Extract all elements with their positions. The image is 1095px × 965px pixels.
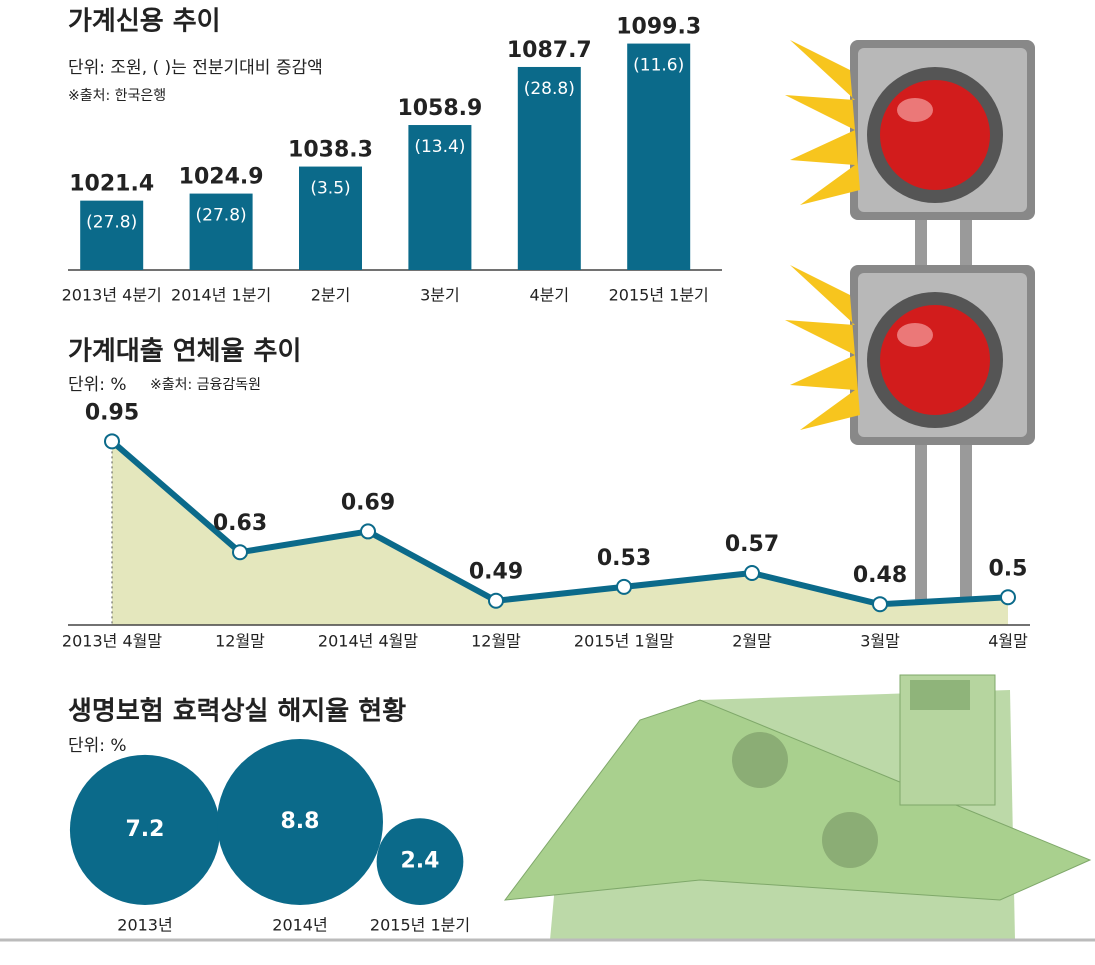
bubble (376, 818, 464, 905)
x-tick-label: 2월말 (732, 632, 772, 651)
bar (189, 193, 253, 270)
bar (299, 166, 362, 270)
chart-title: 가계신용 추이 (68, 7, 221, 37)
chart-title: 생명보험 효력상실 해지율 현황 (68, 697, 406, 727)
value-label: 0.63 (213, 511, 267, 536)
chart-source: ※출처: 금융감독원 (150, 377, 261, 393)
change-label: (3.5) (310, 179, 350, 199)
point (1000, 589, 1016, 606)
bar (80, 200, 144, 270)
x-tick-label: 12월말 (471, 632, 521, 651)
x-tick-label: 4분기 (529, 286, 569, 305)
chart-subtitle: 단위: 조원, ( )는 전분기대비 증감액 (68, 58, 323, 78)
bar (627, 43, 691, 271)
chart-title: 가계대출 연체율 추이 (68, 337, 301, 367)
chart-source: ※출처: 한국은행 (68, 88, 166, 104)
bar (408, 125, 472, 271)
value-label: 1038.3 (288, 138, 373, 163)
chart-subtitle: 단위: % (68, 736, 127, 756)
value-label: 1087.7 (507, 38, 592, 63)
point (744, 565, 760, 582)
x-tick-label: 2013년 4월말 (62, 632, 162, 651)
bar (517, 66, 581, 270)
x-tick-label: 2013년 4분기 (62, 286, 162, 305)
change-label: (11.6) (633, 56, 684, 76)
value-label: 1058.9 (397, 96, 482, 121)
value-label: 0.5 (989, 556, 1028, 581)
x-tick-label: 4월말 (988, 632, 1028, 651)
value-label: 2.4 (401, 849, 440, 874)
chart-subtitle: 단위: % (68, 375, 127, 395)
change-label: (28.8) (524, 79, 575, 99)
x-tick-label: 3분기 (420, 286, 460, 305)
line (110, 439, 1009, 608)
change-label: (27.8) (196, 206, 247, 226)
x-tick-label: 2015년 1분기 (609, 286, 709, 305)
change-label: (13.4) (414, 137, 465, 157)
value-label: 8.8 (281, 809, 320, 834)
point (616, 578, 632, 595)
traffic-light-illustration (785, 40, 1035, 610)
money-house-illustration (503, 674, 1092, 940)
area (112, 441, 1008, 625)
value-label: 0.57 (725, 532, 779, 557)
x-tick-label: 2분기 (311, 286, 351, 305)
x-tick-label: 2015년 1월말 (574, 632, 674, 651)
value-label: 1021.4 (69, 172, 154, 197)
value-label: 0.49 (469, 560, 523, 585)
value-label: 0.69 (341, 490, 395, 515)
value-label: 0.53 (597, 546, 651, 571)
value-label: 0.48 (853, 563, 907, 588)
x-tick-label: 12월말 (215, 632, 265, 651)
point (360, 523, 376, 540)
category-label: 2014년 (272, 916, 327, 935)
category-label: 2013년 (117, 916, 172, 935)
point (232, 544, 248, 561)
x-tick-label: 3월말 (860, 632, 900, 651)
point (104, 433, 120, 450)
bubble (217, 739, 383, 905)
x-tick-label: 2014년 1분기 (171, 286, 271, 305)
change-label: (27.8) (86, 213, 137, 233)
value-label: 1024.9 (179, 165, 264, 190)
point (872, 596, 888, 613)
value-label: 1099.3 (616, 15, 701, 40)
value-label: 7.2 (126, 817, 165, 842)
value-label: 0.95 (85, 400, 139, 425)
category-label: 2015년 1분기 (370, 916, 470, 935)
x-tick-label: 2014년 4월말 (318, 632, 418, 651)
point (488, 592, 504, 609)
bubble (69, 754, 221, 905)
